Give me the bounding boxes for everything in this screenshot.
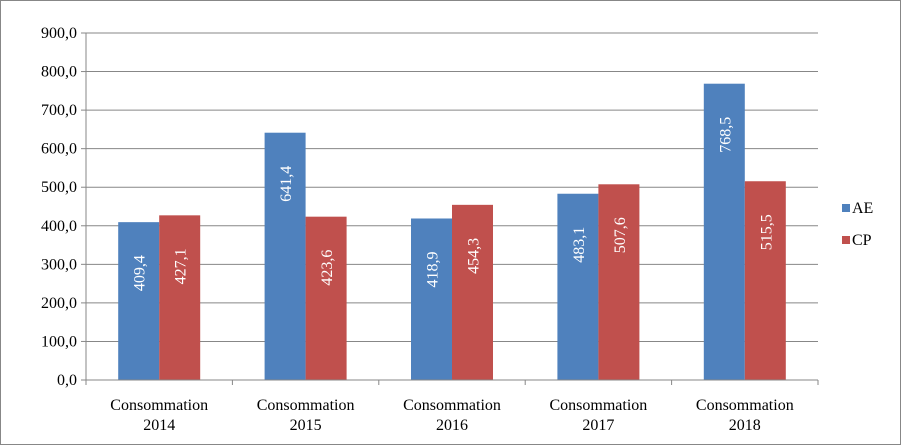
bars [118,83,786,380]
legend-swatch-ae [842,204,850,212]
x-category-label: Consommation [257,397,355,414]
y-tick-label: 700,0 [41,102,77,119]
data-label: 507,6 [612,217,629,253]
bar-cp [159,215,201,380]
x-category-label: 2016 [436,417,468,434]
bar-ae [557,193,599,380]
data-label: 483,1 [571,227,588,263]
x-category-label: 2014 [143,417,175,434]
x-category-label: Consommation [403,397,501,414]
data-label: 641,4 [278,166,295,202]
y-tick-label: 200,0 [41,295,77,312]
bar-cp [598,184,640,380]
y-tick-label: 400,0 [41,218,77,235]
data-label: 418,9 [425,251,442,287]
axes [81,32,819,385]
legend-label-ae: AE [852,200,873,217]
x-category-label: 2017 [582,417,614,434]
data-label: 768,5 [717,117,734,153]
y-tick-label: 100,0 [41,333,77,350]
bar-ae [411,218,452,380]
x-category-label: Consommation [550,397,648,414]
y-tick-label: 800,0 [41,64,77,81]
y-tick-label: 300,0 [41,256,77,273]
bar-ae [264,132,306,380]
x-category-label: 2015 [290,417,322,434]
data-label: 427,1 [173,248,190,284]
y-tick-label: 0,0 [57,372,77,389]
legend-swatch-cp [842,236,850,244]
bar-cp [305,216,347,380]
data-label: 409,4 [132,255,149,291]
bar-ae [703,83,745,380]
gridlines [86,32,818,342]
x-category-label: Consommation [696,397,794,414]
labels: 0,0 100,0 200,0 300,0 400,0 500,0 600,0 700,0 80… [41,25,794,434]
bar-cp [744,181,786,380]
x-category-label: 2018 [729,417,761,434]
legend-label-cp: CP [852,232,872,249]
legend: AE CP [842,200,873,249]
y-tick-label: 900,0 [41,25,77,42]
bar-cp [452,204,493,380]
data-label: 515,5 [758,214,775,250]
y-tick-label: 500,0 [41,179,77,196]
y-tick-label: 600,0 [41,141,77,158]
data-label: 454,3 [466,238,483,274]
x-category-label: Consommation [110,397,208,414]
data-label: 423,6 [319,250,336,286]
bar-ae [118,222,160,380]
